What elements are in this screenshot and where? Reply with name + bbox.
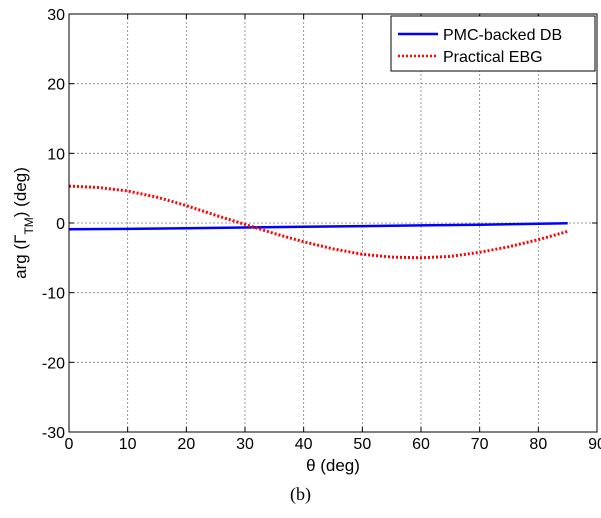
x-tick-label: 70 [471,436,489,453]
y-tick-labels: -30 -20 -10 0 10 20 30 [42,7,65,442]
y-tick-label: 20 [47,77,65,94]
x-tick-label: 80 [529,436,547,453]
legend-label-pmc: PMC-backed DB [443,27,562,44]
y-tick-label: 0 [56,216,65,233]
line-chart: 0 10 20 30 40 50 60 70 80 90 -30 -20 -10 0 10 20 30 θ (… [11,7,601,475]
x-axis-label: θ (deg) [306,456,360,475]
x-tick-label: 50 [353,436,371,453]
legend-box [390,15,596,72]
x-tick-label: 20 [177,436,195,453]
x-tick-label: 10 [119,436,137,453]
y-tick-label: 30 [47,7,65,24]
axis-ticks [68,13,598,433]
y-tick-label: 10 [47,146,65,163]
x-tick-label: 90 [588,436,601,453]
series-line-practical-ebg [68,184,569,260]
y-tick-label: -30 [42,425,65,442]
x-tick-label: 30 [236,436,254,453]
legend: PMC-backed DB Practical EBG [390,15,596,72]
x-tick-label: 0 [65,436,74,453]
y-axis-label: arg (ΓTM) (deg) [11,167,36,279]
y-tick-label: -10 [42,286,65,303]
figure-caption: (b) [290,484,311,504]
legend-label-ebg: Practical EBG [443,49,543,66]
series-line-pmc-backed-db [68,222,568,231]
series-lines [68,184,569,260]
y-tick-label: -20 [42,355,65,372]
x-tick-label: 60 [412,436,430,453]
x-tick-label: 40 [295,436,313,453]
x-tick-labels: 0 10 20 30 40 50 60 70 80 90 [65,436,601,453]
